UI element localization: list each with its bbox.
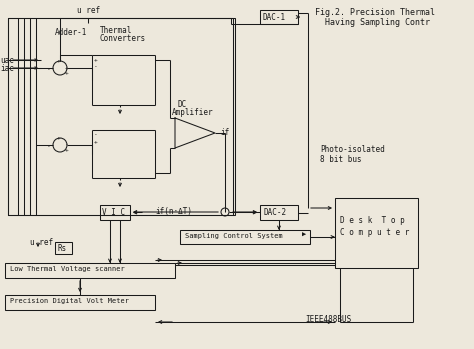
Text: if(n·ΔT): if(n·ΔT) [155,207,192,216]
Text: Photo-isolated: Photo-isolated [320,145,385,154]
Text: Having Sampling Contr: Having Sampling Contr [315,18,430,27]
Text: C o m p u t e r: C o m p u t e r [340,228,410,237]
Text: Precision Digital Volt Meter: Precision Digital Volt Meter [10,298,129,304]
Bar [8,18,235,215]
Polygon shape [175,118,215,148]
Text: 8 bit bus: 8 bit bus [320,155,362,164]
Text: -: - [94,64,98,69]
Text: +: + [57,135,61,140]
Text: Fig.2. Precision Thermal: Fig.2. Precision Thermal [315,8,435,17]
Bar [5,263,175,278]
Bar [100,205,130,220]
Text: ▶: ▶ [302,232,306,238]
Bar [8,18,233,215]
Text: DC: DC [178,100,187,109]
Bar [335,198,418,268]
Text: u ref: u ref [30,238,53,247]
Bar [5,295,155,310]
Text: -: - [94,132,98,137]
Text: iac: iac [0,64,14,73]
Text: IEEE488BUS: IEEE488BUS [305,315,351,324]
Text: +: + [65,65,69,70]
Text: if: if [220,128,229,137]
Text: -: - [47,67,51,72]
Text: u ref: u ref [77,6,100,15]
Text: Low Thermal Voltage scanner: Low Thermal Voltage scanner [10,266,125,272]
Text: uac: uac [0,56,14,65]
Text: +: + [65,147,69,152]
Text: Sampling Control System: Sampling Control System [185,233,283,239]
Bar [55,242,72,254]
Bar [180,230,310,244]
Text: Adder-1: Adder-1 [55,28,87,37]
Text: -: - [47,144,51,149]
Bar [260,10,298,24]
Text: Thermal: Thermal [100,26,132,35]
Text: V I C: V I C [102,208,125,217]
Bar [260,205,298,220]
Text: DAC-1: DAC-1 [263,13,286,22]
Text: DAC-2: DAC-2 [264,208,287,217]
Text: +: + [57,58,61,63]
Text: Amplifier: Amplifier [172,108,214,117]
Text: -: - [65,142,69,147]
Text: Rs: Rs [57,244,66,253]
Text: +: + [65,70,69,75]
Text: D e s k  T o p: D e s k T o p [340,216,405,225]
Text: +: + [94,57,98,62]
Text: +: + [94,139,98,144]
Text: Converters: Converters [100,34,146,43]
